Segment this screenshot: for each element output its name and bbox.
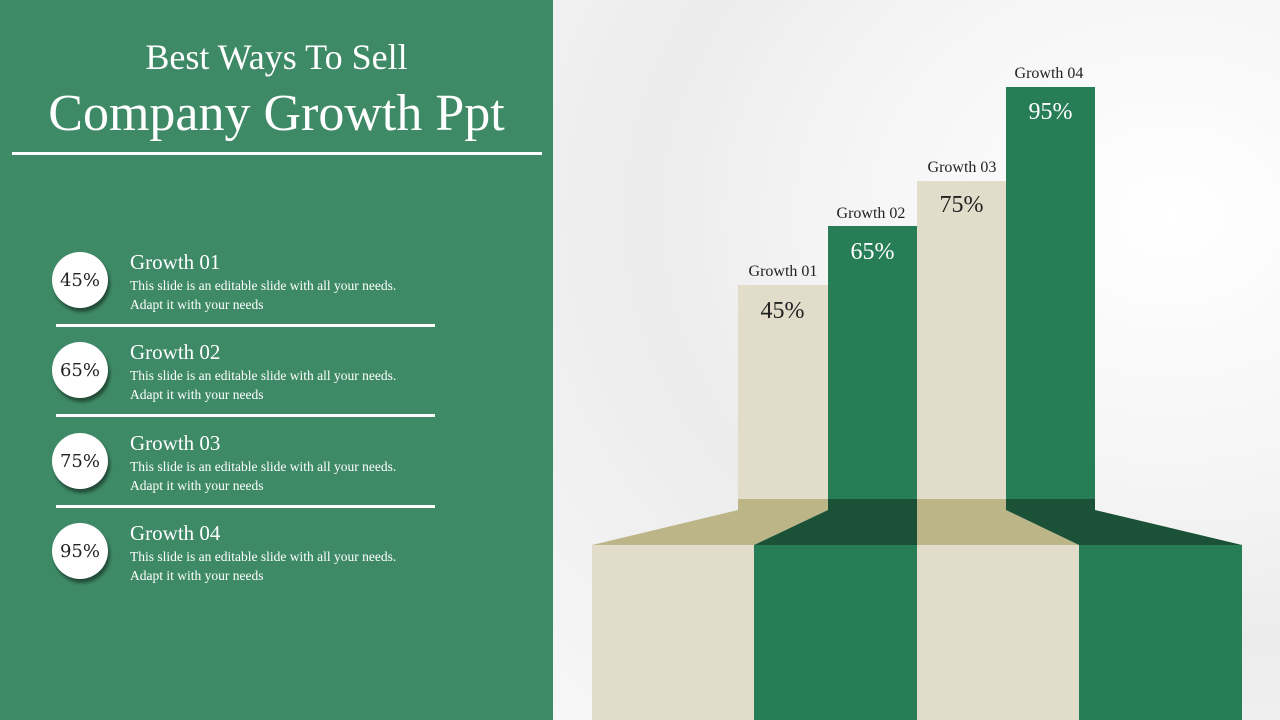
divider xyxy=(56,505,435,508)
subtitle: Best Ways To Sell xyxy=(145,37,408,77)
page-title: Company Growth Ppt xyxy=(48,85,505,142)
step-fold-3 xyxy=(917,499,1079,545)
step-fold-2 xyxy=(754,499,917,545)
item-description: This slide is an editable slide with all… xyxy=(130,278,397,312)
item-title: Growth 02 xyxy=(130,340,221,364)
percent-badge: 75% xyxy=(52,433,108,489)
step-fold-4 xyxy=(1006,499,1242,545)
bar-value: 65% xyxy=(850,239,895,265)
bar-label: Growth 01 xyxy=(748,263,818,280)
item-description: This slide is an editable slide with all… xyxy=(130,549,397,583)
item-title: Growth 04 xyxy=(130,521,221,545)
step-bar-1 xyxy=(738,285,828,499)
bar-value: 95% xyxy=(1028,99,1073,125)
bar-value: 45% xyxy=(760,298,805,324)
divider xyxy=(56,414,435,417)
step-fold-1 xyxy=(592,499,828,545)
step-base-3 xyxy=(917,545,1079,720)
percent-badge: 45% xyxy=(52,252,108,308)
item-description: This slide is an editable slide with all… xyxy=(130,368,397,402)
bar-label: Growth 02 xyxy=(836,205,906,222)
item-title: Growth 03 xyxy=(130,431,221,455)
step-base-4 xyxy=(1079,545,1242,720)
divider xyxy=(56,324,435,327)
item-title: Growth 01 xyxy=(130,250,221,274)
percent-badge: 95% xyxy=(52,523,108,579)
title-divider xyxy=(12,152,542,155)
step-base-1 xyxy=(592,545,754,720)
percent-badge: 65% xyxy=(52,342,108,398)
bar-label: Growth 04 xyxy=(1014,65,1084,82)
step-base-2 xyxy=(754,545,917,720)
bar-value: 75% xyxy=(939,192,984,218)
step-bar-3 xyxy=(917,181,1006,499)
item-description: This slide is an editable slide with all… xyxy=(130,459,397,493)
step-bar-4 xyxy=(1006,87,1095,499)
step-bar-2 xyxy=(828,226,917,499)
bar-label: Growth 03 xyxy=(927,159,997,176)
title-panel: Best Ways To Sell Company Growth Ppt 45%… xyxy=(0,0,553,720)
